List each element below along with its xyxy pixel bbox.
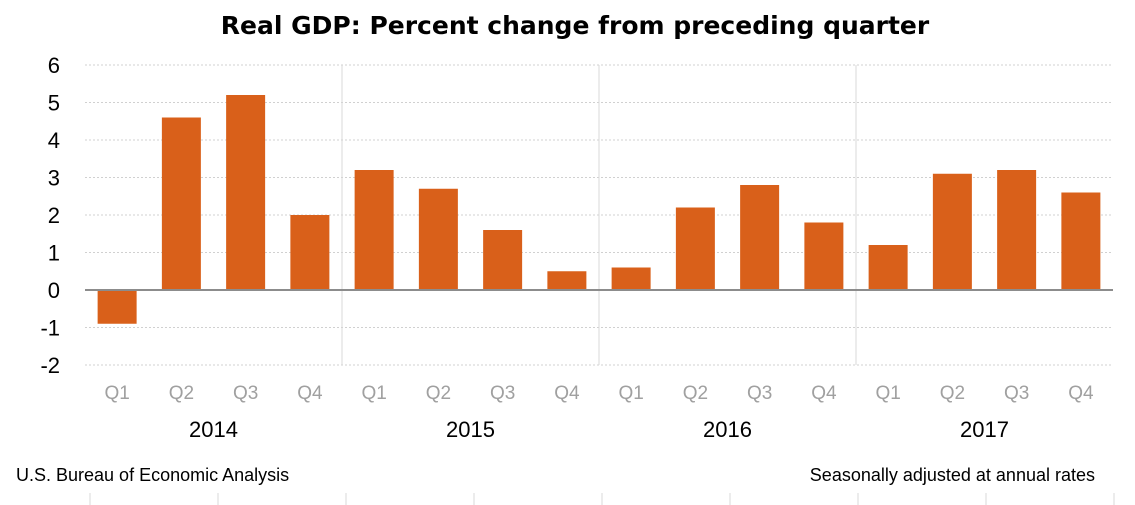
year-label: 2014 [189,417,238,442]
quarter-label: Q2 [169,383,194,404]
quarter-label: Q4 [297,383,323,404]
quarter-label: Q2 [683,383,708,404]
year-label: 2016 [703,417,752,442]
bar-2015-q1 [354,170,394,290]
quarter-label: Q1 [618,383,643,404]
bar-2015-q4 [547,271,587,290]
bar-2017-q3 [997,170,1037,290]
y-tick-label: 0 [48,278,60,303]
bar-2016-q3 [740,185,780,290]
source-label: U.S. Bureau of Economic Analysis [16,465,289,485]
quarter-label: Q1 [361,383,386,404]
bar-2014-q1 [97,290,137,324]
quarter-label: Q3 [233,383,258,404]
bar-2014-q4 [290,215,330,290]
bar-2016-q1 [611,267,651,290]
note-label: Seasonally adjusted at annual rates [810,465,1095,485]
quarter-label: Q3 [747,383,772,404]
bar-2015-q3 [483,230,523,290]
y-tick-label: 5 [48,91,60,116]
y-tick-label: 1 [48,241,60,266]
y-tick-label: 4 [48,128,60,153]
y-tick-label: 6 [48,53,60,78]
quarter-label: Q2 [426,383,451,404]
quarter-label: Q1 [104,383,129,404]
bar-2014-q3 [226,95,266,290]
year-label: 2015 [446,417,495,442]
y-tick-label: -2 [40,353,60,378]
bar-2017-q1 [868,245,908,290]
quarter-label: Q3 [1004,383,1029,404]
quarter-label: Q4 [554,383,580,404]
bar-2017-q4 [1061,192,1101,290]
quarter-label: Q4 [1068,383,1094,404]
year-label: 2017 [960,417,1009,442]
quarter-label: Q2 [940,383,965,404]
quarter-label: Q3 [490,383,515,404]
bar-2017-q2 [932,173,972,290]
quarter-label: Q4 [811,383,837,404]
bar-2016-q2 [675,207,715,290]
y-tick-label: -1 [40,316,60,341]
quarter-label: Q1 [875,383,900,404]
y-tick-label: 2 [48,203,60,228]
bar-2015-q2 [418,188,458,290]
bar-2014-q2 [161,117,201,290]
bar-2016-q4 [804,222,844,290]
y-tick-label: 3 [48,166,60,191]
chart-title: Real GDP: Percent change from preceding … [221,11,930,40]
